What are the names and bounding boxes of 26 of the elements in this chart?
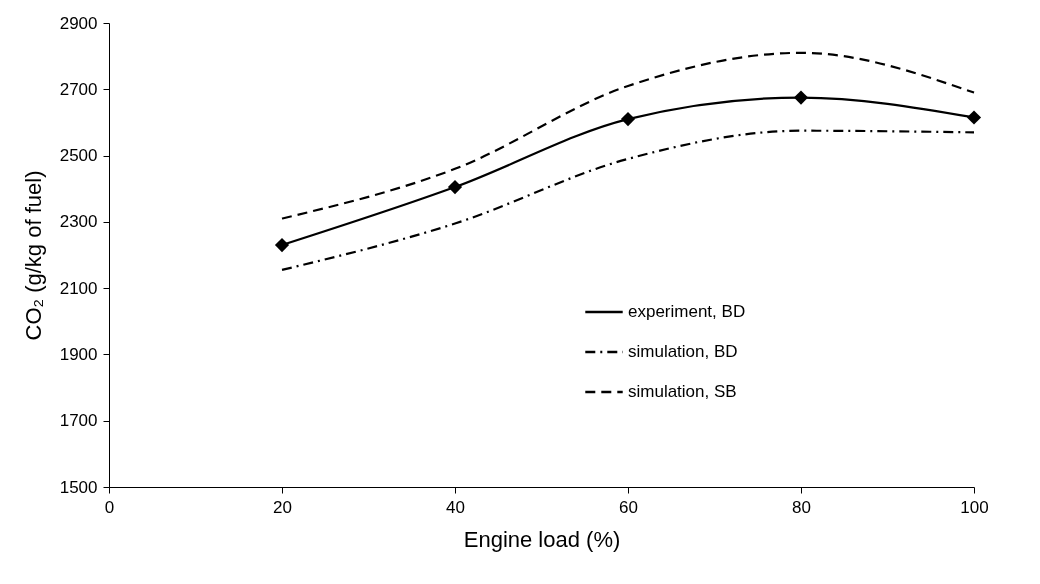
- y-tick-label: 2100: [59, 278, 98, 298]
- x-tick-label: 40: [446, 497, 465, 517]
- legend-label: simulation, SB: [628, 382, 737, 402]
- y-tick-label: 2900: [59, 13, 98, 33]
- line-series: [280, 51, 976, 220]
- legend-label: experiment, BD: [628, 302, 746, 322]
- point: [274, 237, 290, 253]
- point: [620, 112, 636, 127]
- y-tick-label: 1900: [59, 344, 98, 364]
- point: [447, 179, 463, 195]
- y-tick-label: 1500: [59, 477, 98, 497]
- y-tick-label: 1700: [59, 411, 98, 431]
- point: [793, 90, 809, 105]
- x-axis-title: Engine load (%): [463, 526, 621, 552]
- x-tick-label: 20: [273, 497, 292, 517]
- x-tick-label: 60: [619, 497, 638, 517]
- y-tick-label: 2700: [59, 79, 98, 99]
- y-tick-label: 2500: [59, 146, 98, 166]
- legend-label: simulation, BD: [628, 342, 738, 362]
- x-tick-label: 80: [792, 497, 811, 517]
- point: [966, 110, 982, 125]
- line-series: [280, 129, 976, 272]
- y-tick-label: 2300: [59, 212, 98, 232]
- y-axis-title: CO₂ (g/kg of fuel): [20, 170, 46, 341]
- x-tick-label: 100: [960, 497, 989, 517]
- x-tick-label: 0: [104, 497, 115, 517]
